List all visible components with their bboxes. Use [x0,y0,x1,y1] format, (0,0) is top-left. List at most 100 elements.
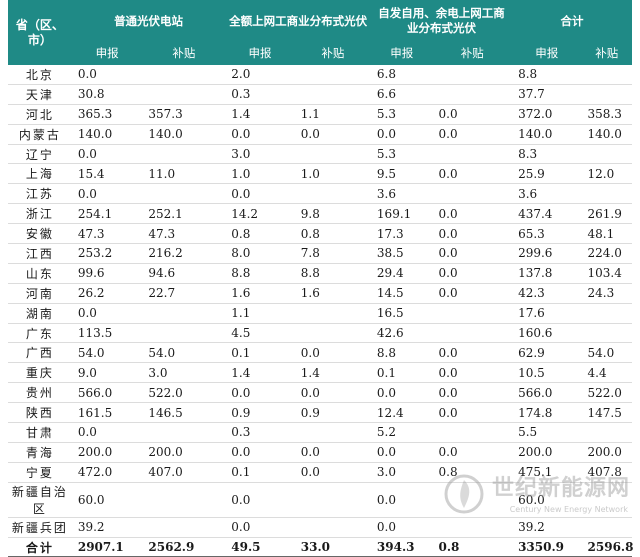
declared-value: 472.0 [71,462,143,483]
declared-value: 0.0 [71,65,143,85]
declared-value: 0.0 [71,183,143,205]
declared-value: 29.4 [370,263,433,284]
subsidy-value: 0.0 [432,283,513,304]
declared-value: 37.7 [512,84,582,105]
declared-value: 2907.1 [71,536,143,557]
subsidy-value: 200.0 [581,442,632,463]
declared-value: 3.0 [225,144,295,165]
province-name: 天津 [8,84,72,105]
declared-value: 8.8 [370,342,433,364]
subsidy-value: 103.4 [581,263,632,284]
declared-value: 0.0 [370,482,433,518]
declared-value: 253.2 [71,243,143,264]
province-name: 安徽 [8,223,72,245]
province-name: 浙江 [8,203,72,225]
subsidy-value [142,183,226,205]
subsidy-value: 0.0 [432,342,513,364]
declared-value: 8.0 [225,243,295,264]
subsidy-value: 407.8 [581,462,632,483]
province-name: 河南 [8,283,72,304]
subsidy-value: 1.6 [294,283,371,304]
province-name: 江西 [8,243,72,264]
subsidy-value: 0.0 [432,442,513,463]
table-row: 安徽 47.3 47.3 0.8 0.8 17.3 0.0 65.3 48.1 [8,223,632,245]
subsidy-value [432,422,513,443]
subsidy-value [581,482,632,518]
province-name: 新疆自治区 [8,482,72,518]
subsidy-value: 140.0 [142,124,226,145]
declared-value: 1.4 [225,362,295,384]
subsidy-value [432,323,513,344]
declared-value: 17.6 [512,303,582,324]
declared-value: 26.2 [71,283,143,304]
subsidy-value: 147.5 [581,402,632,424]
declared-value: 60.0 [71,482,143,518]
subsidy-value [294,144,371,165]
subsidy-value: 1.4 [294,362,371,384]
declared-value: 0.1 [370,362,433,384]
province-name: 广西 [8,342,72,364]
header-group-full-grid: 全额上网工商业分布式光伏 [225,0,371,42]
subsidy-value [294,517,371,538]
table-row: 新疆兵团 39.2 0.0 0.0 39.2 [8,517,632,538]
subsidy-value: 140.0 [581,124,632,145]
subheader-declared: 申报 [225,42,295,65]
subsidy-value: 1.0 [294,163,371,185]
province-name: 上海 [8,163,72,185]
total-row: 合计 2907.1 2562.9 49.5 33.0 394.3 0.8 3350.9 2596… [8,536,633,557]
declared-value: 3.6 [370,183,433,205]
subsidy-value: 216.2 [142,243,226,264]
province-name: 陕西 [8,402,72,424]
declared-value: 16.5 [370,303,433,324]
subsidy-value [142,323,226,344]
declared-value: 365.3 [71,104,143,125]
declared-value: 12.4 [370,402,433,424]
subsidy-value [581,65,632,85]
subsidy-value [432,65,513,85]
declared-value: 38.5 [370,243,433,264]
subsidy-value: 7.8 [294,243,371,264]
table-row: 江西 253.2 216.2 8.0 7.8 38.5 0.0 299.6 224.0 [8,243,632,264]
subsidy-value: 12.0 [581,163,632,185]
declared-value: 4.5 [225,323,295,344]
subsidy-value [142,303,226,324]
declared-value: 0.0 [370,124,433,145]
declared-value: 30.8 [71,84,143,105]
declared-value: 54.0 [71,342,143,364]
declared-value: 566.0 [71,382,143,404]
subsidy-value [142,482,226,518]
declared-value: 14.5 [370,283,433,304]
subsidy-value: 0.0 [432,263,513,284]
subsidy-value [432,482,513,518]
subsidy-value: 0.8 [294,223,371,245]
declared-value: 169.1 [370,203,433,225]
table-row: 山东 99.6 94.6 8.8 8.8 29.4 0.0 137.8 103.4 [8,263,632,284]
subsidy-value [432,84,513,105]
declared-value: 47.3 [71,223,143,245]
table-row: 北京 0.0 2.0 6.8 8.8 [8,65,632,85]
subsidy-value [581,183,632,205]
subsidy-value: 0.9 [294,402,371,424]
subsidy-value [142,84,226,105]
declared-value: 0.9 [225,402,295,424]
table-row: 辽宁 0.0 3.0 5.3 8.3 [8,144,632,165]
subheader-subsidy: 补贴 [581,42,632,65]
subsidy-value: 54.0 [581,342,632,364]
declared-value: 0.3 [225,422,295,443]
table-row: 广东 113.5 4.5 42.6 160.6 [8,323,632,344]
province-name: 宁夏 [8,462,72,483]
declared-value: 1.6 [225,283,295,304]
declared-value: 3.0 [370,462,433,483]
province-name: 新疆兵团 [8,517,72,538]
table-row: 湖南 0.0 1.1 16.5 17.6 [8,303,632,324]
subsidy-value [432,144,513,165]
declared-value: 6.6 [370,84,433,105]
declared-value: 2.0 [225,65,295,85]
subsidy-value [294,482,371,518]
table-row: 江苏 0.0 0.0 3.6 3.6 [8,183,632,205]
declared-value: 5.5 [512,422,582,443]
subsidy-value [142,144,226,165]
declared-value: 3.6 [512,183,582,205]
header-group-self-use: 自发自用、余电上网工商业分布式光伏 [370,0,513,42]
subsidy-value [294,84,371,105]
